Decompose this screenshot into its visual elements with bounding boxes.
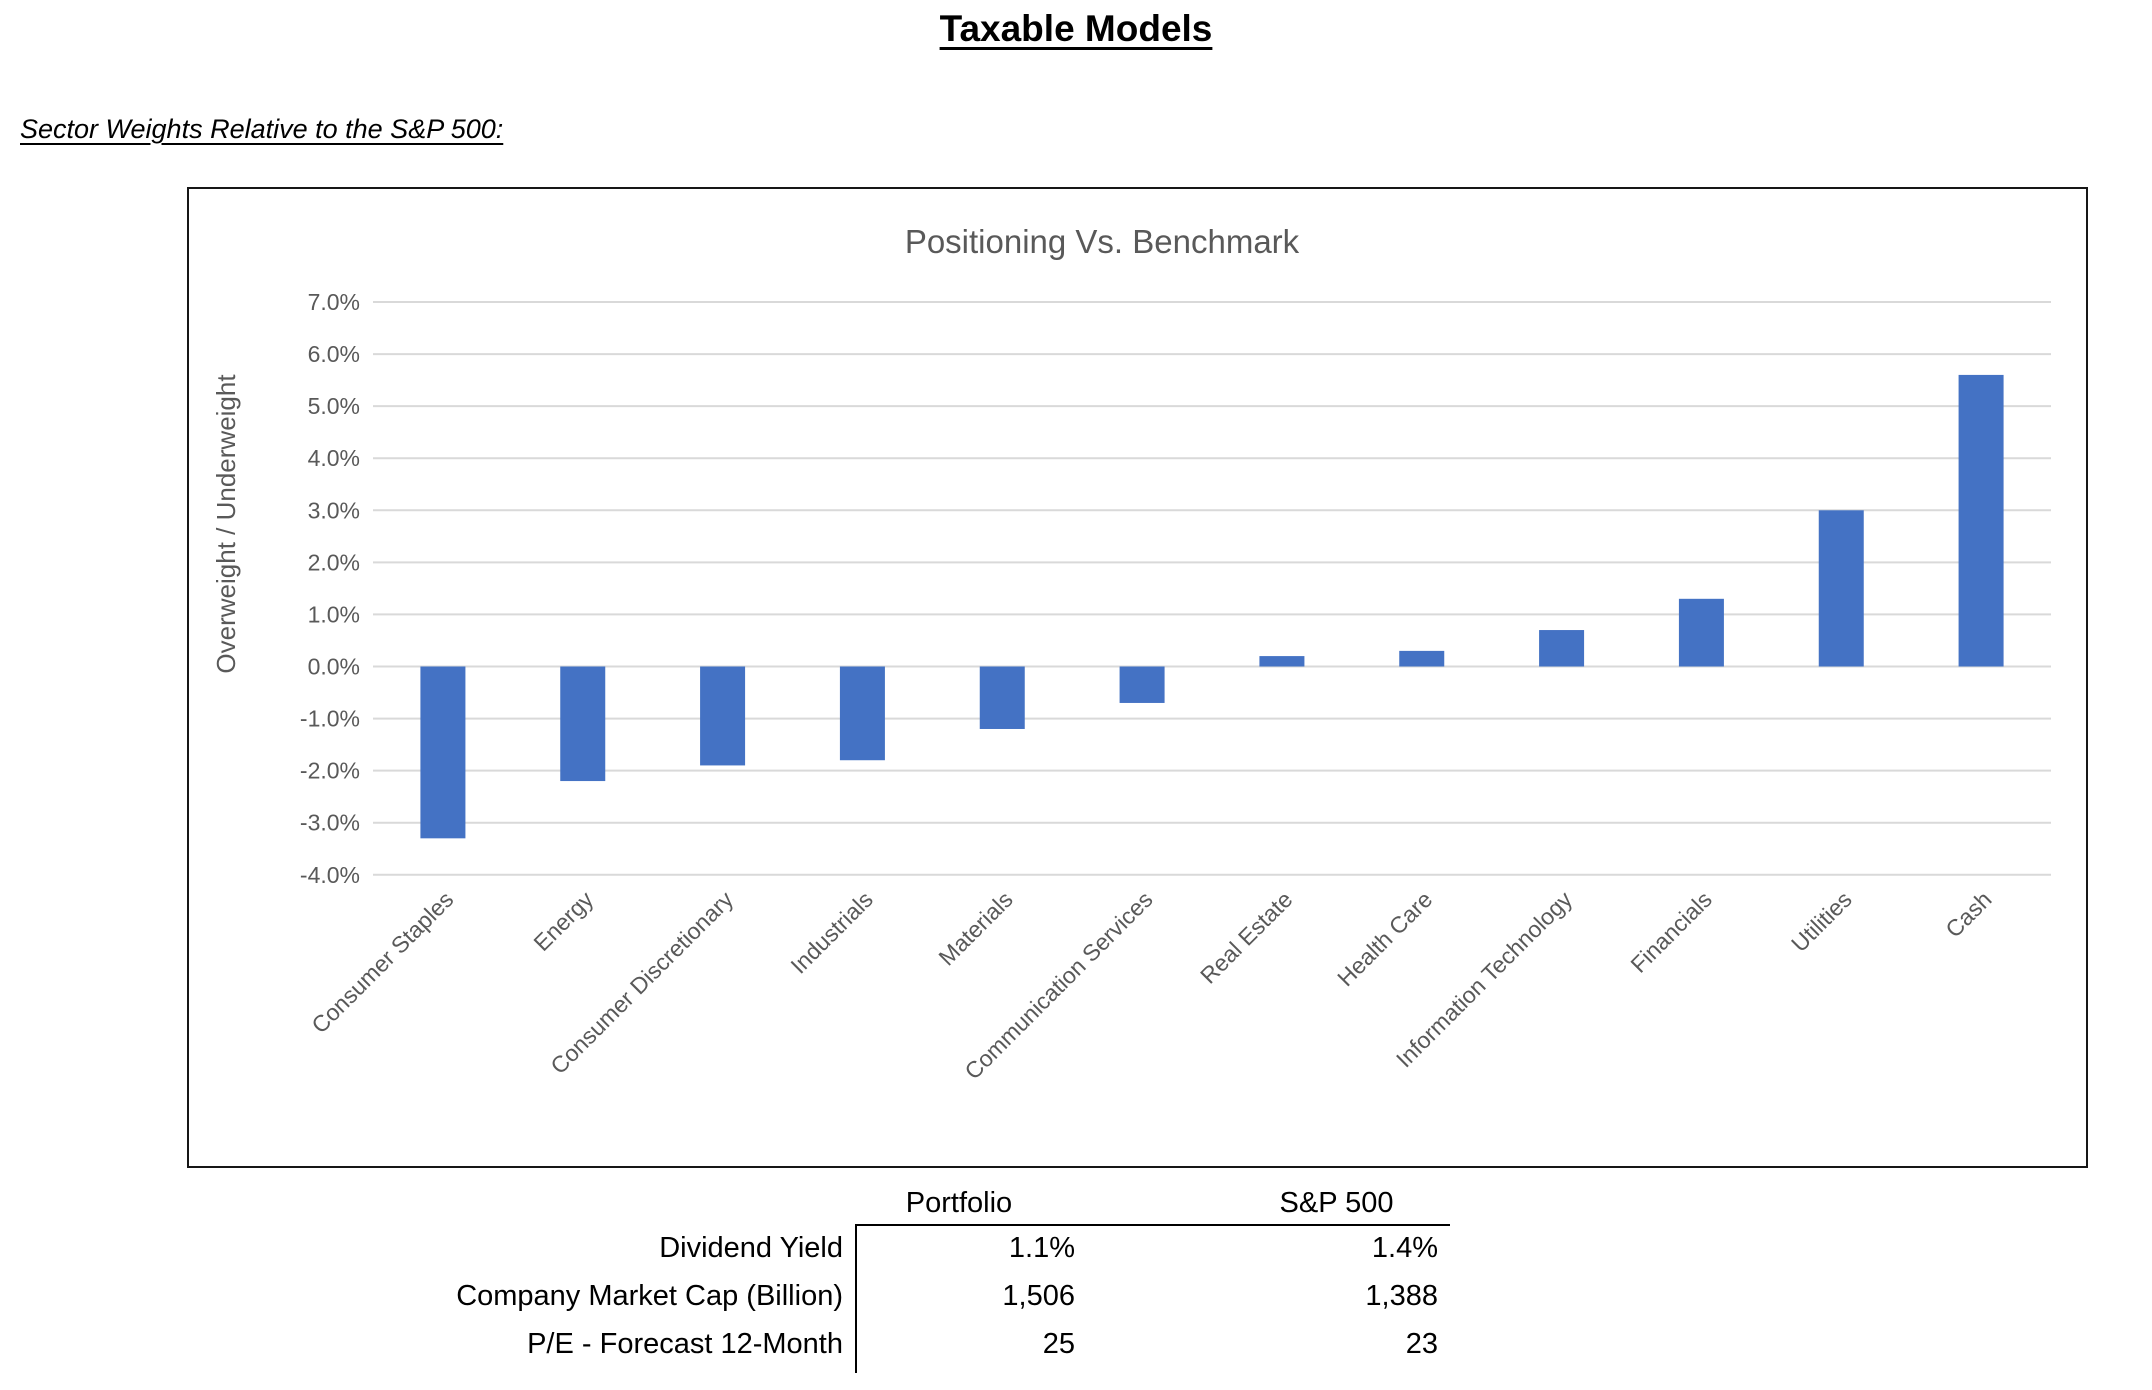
value-market-cap-portfolio: 1,506 xyxy=(1002,1279,1075,1312)
category-label-industrials: Industrials xyxy=(785,886,878,979)
bar-industrials xyxy=(839,666,885,761)
table-header-divider xyxy=(855,1224,1450,1226)
bar-consumer-discretionary xyxy=(700,666,746,766)
category-label-energy: Energy xyxy=(528,886,598,956)
y-tick-label: 2.0% xyxy=(308,549,360,575)
column-header-portfolio: Portfolio xyxy=(905,1186,1013,1219)
y-tick-label: 7.0% xyxy=(308,289,360,315)
page-title: Taxable Models xyxy=(939,8,1213,49)
y-tick-label: 5.0% xyxy=(308,393,360,419)
bar-financials xyxy=(1678,598,1724,667)
value-pe-forecast-sp500: 23 xyxy=(1405,1327,1438,1360)
bar-communication-services xyxy=(1119,666,1165,703)
bar-health-care xyxy=(1399,650,1445,667)
category-label-consumer-staples: Consumer Staples xyxy=(306,886,458,1038)
bar-real-estate xyxy=(1259,656,1305,667)
bar-materials xyxy=(979,666,1025,729)
category-label-materials: Materials xyxy=(933,886,1017,970)
row-label-dividend-yield: Dividend Yield xyxy=(659,1231,843,1264)
y-tick-label: -1.0% xyxy=(300,706,360,732)
value-market-cap-sp500: 1,388 xyxy=(1365,1279,1438,1312)
bar-consumer-staples xyxy=(420,666,466,839)
bar-cash xyxy=(1958,374,2004,667)
section-subtitle: Sector Weights Relative to the S&P 500: xyxy=(20,114,504,144)
y-tick-label: -2.0% xyxy=(300,758,360,784)
chart-title: Positioning Vs. Benchmark xyxy=(905,223,1300,260)
y-tick-label: 1.0% xyxy=(308,601,360,627)
category-label-health-care: Health Care xyxy=(1332,886,1437,991)
value-dividend-yield-portfolio: 1.1% xyxy=(1008,1231,1075,1264)
category-label-cash: Cash xyxy=(1940,886,1996,942)
category-label-real-estate: Real Estate xyxy=(1195,886,1297,988)
bar-energy xyxy=(560,666,606,782)
y-tick-label: 0.0% xyxy=(308,654,360,680)
metrics-table: Portfolio S&P 500 Dividend Yield 1.1% 1.… xyxy=(187,1182,1450,1373)
y-tick-label: 6.0% xyxy=(308,341,360,367)
y-tick-label: 4.0% xyxy=(308,445,360,471)
bar-utilities xyxy=(1818,510,1864,667)
row-label-pe-forecast: P/E - Forecast 12-Month xyxy=(527,1327,843,1360)
bar-information-technology xyxy=(1539,630,1585,667)
row-label-market-cap: Company Market Cap (Billion) xyxy=(456,1279,843,1312)
y-axis-title: Overweight / Underweight xyxy=(211,374,241,674)
y-tick-label: 3.0% xyxy=(308,497,360,523)
column-header-sp500: S&P 500 xyxy=(1279,1186,1394,1219)
category-label-financials: Financials xyxy=(1625,886,1717,978)
positioning-chart-svg: 7.0% 6.0% 5.0% 4.0% 3.0% 2.0% 1.0% 0.0% -1.0% -2.… xyxy=(211,223,2051,1084)
table-column-divider xyxy=(855,1224,857,1373)
chart-frame: 7.0% 6.0% 5.0% 4.0% 3.0% 2.0% 1.0% 0.0% -1.0% -2.… xyxy=(187,187,2088,1168)
y-tick-label: -4.0% xyxy=(300,862,360,888)
y-tick-label: -3.0% xyxy=(300,810,360,836)
category-label-utilities: Utilities xyxy=(1786,886,1857,957)
table-corner-spacer xyxy=(187,1182,855,1224)
value-pe-forecast-portfolio: 25 xyxy=(1042,1327,1075,1360)
value-dividend-yield-sp500: 1.4% xyxy=(1371,1231,1438,1264)
